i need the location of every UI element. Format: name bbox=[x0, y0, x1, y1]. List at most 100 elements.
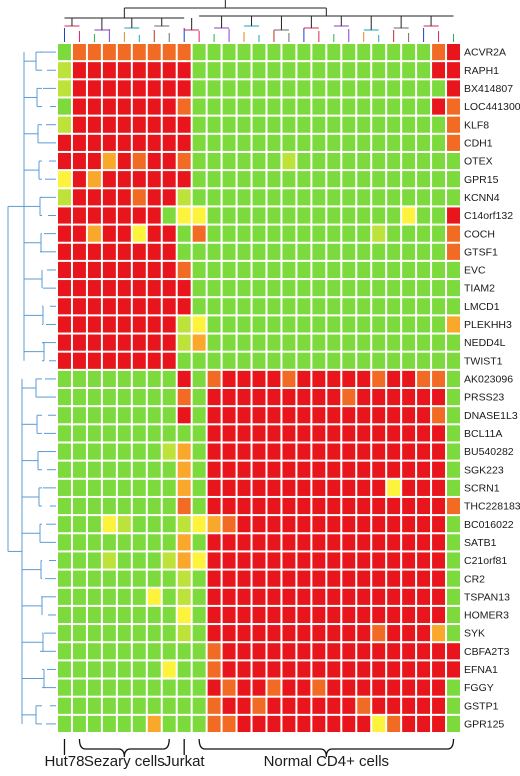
heatmap-cell bbox=[132, 44, 146, 61]
heatmap-cell bbox=[447, 497, 460, 515]
heatmap-cell bbox=[312, 280, 326, 297]
group-label: Sezary cells bbox=[84, 753, 165, 770]
heatmap-cell bbox=[102, 479, 116, 496]
heatmap-cell bbox=[102, 570, 116, 587]
heatmap-cell bbox=[87, 261, 101, 279]
heatmap-cell bbox=[72, 261, 86, 279]
heatmap-cell bbox=[237, 606, 251, 624]
heatmap-cell bbox=[237, 134, 251, 151]
heatmap-cell bbox=[387, 280, 401, 297]
heatmap-cell bbox=[402, 516, 416, 533]
heatmap-cell bbox=[327, 679, 341, 696]
heatmap-cell bbox=[102, 606, 116, 624]
heatmap-cell bbox=[222, 225, 236, 242]
heatmap-cell bbox=[327, 171, 341, 188]
heatmap-cell bbox=[117, 298, 131, 315]
heatmap-cell bbox=[192, 552, 206, 569]
heatmap-cell bbox=[327, 207, 341, 224]
heatmap-cell bbox=[117, 62, 131, 79]
heatmap-cell bbox=[327, 189, 341, 206]
heatmap-cell bbox=[132, 407, 146, 424]
heatmap-cell bbox=[207, 116, 221, 133]
heatmap-cell bbox=[342, 243, 356, 260]
gene-label: TWIST1 bbox=[464, 355, 503, 367]
heatmap-cell bbox=[132, 643, 146, 660]
heatmap-cell bbox=[432, 316, 446, 333]
heatmap-cell bbox=[207, 243, 221, 260]
gene-label: PLEKHH3 bbox=[464, 319, 512, 331]
heatmap-cell bbox=[147, 44, 161, 61]
heatmap-cell bbox=[72, 44, 86, 61]
heatmap-cell bbox=[297, 643, 311, 660]
gene-label: SYK bbox=[464, 628, 485, 640]
heatmap-cell bbox=[117, 461, 131, 478]
heatmap-cell bbox=[117, 261, 131, 279]
heatmap-cell bbox=[222, 606, 236, 624]
heatmap-cell bbox=[387, 625, 401, 642]
heatmap-cell bbox=[357, 570, 371, 587]
heatmap-cell bbox=[177, 207, 191, 224]
heatmap-cell bbox=[402, 62, 416, 79]
heatmap-cell bbox=[177, 516, 191, 533]
gene-label: TSPAN13 bbox=[464, 591, 510, 603]
heatmap-cell bbox=[327, 425, 341, 442]
heatmap-cell bbox=[58, 152, 71, 170]
heatmap-cell bbox=[342, 389, 356, 406]
heatmap-cell bbox=[132, 606, 146, 624]
heatmap-cell bbox=[132, 534, 146, 551]
heatmap-cell bbox=[147, 661, 161, 678]
heatmap-cell bbox=[327, 461, 341, 478]
heatmap-cell bbox=[297, 225, 311, 242]
heatmap-cell bbox=[432, 552, 446, 569]
heatmap-cell bbox=[102, 189, 116, 206]
heatmap-cell bbox=[357, 643, 371, 660]
heatmap-cell bbox=[252, 661, 266, 678]
heatmap-cell bbox=[72, 116, 86, 133]
heatmap-cell bbox=[402, 280, 416, 297]
gene-label: GTSF1 bbox=[464, 246, 498, 258]
heatmap-cell bbox=[417, 407, 431, 424]
heatmap-cell bbox=[147, 189, 161, 206]
heatmap-cell bbox=[177, 134, 191, 151]
heatmap-cell bbox=[327, 116, 341, 133]
heatmap-cell bbox=[282, 116, 296, 133]
heatmap-cell bbox=[417, 715, 431, 732]
heatmap-cell bbox=[447, 606, 460, 624]
heatmap-cell bbox=[222, 98, 236, 115]
heatmap-cell bbox=[132, 661, 146, 678]
heatmap-cell bbox=[402, 189, 416, 206]
heatmap-cell bbox=[147, 316, 161, 333]
gene-label: FGGY bbox=[464, 682, 494, 694]
heatmap-cell bbox=[162, 461, 176, 478]
heatmap-cell bbox=[102, 625, 116, 642]
heatmap-cell bbox=[282, 516, 296, 533]
heatmap-cell bbox=[132, 280, 146, 297]
heatmap-cell bbox=[177, 116, 191, 133]
heatmap-cell bbox=[132, 316, 146, 333]
heatmap-cell bbox=[132, 425, 146, 442]
gene-label: KCNN4 bbox=[464, 192, 500, 204]
heatmap-cell bbox=[267, 98, 281, 115]
heatmap-cell bbox=[72, 534, 86, 551]
heatmap-cell bbox=[87, 516, 101, 533]
heatmap-cell bbox=[132, 715, 146, 732]
heatmap-cell bbox=[327, 570, 341, 587]
heatmap-cell bbox=[87, 352, 101, 369]
heatmap-cell bbox=[297, 98, 311, 115]
heatmap-cell bbox=[282, 425, 296, 442]
heatmap-cell bbox=[417, 516, 431, 533]
heatmap-cell bbox=[432, 116, 446, 133]
heatmap-cell bbox=[207, 606, 221, 624]
heatmap-cell bbox=[297, 534, 311, 551]
heatmap-cell bbox=[147, 425, 161, 442]
heatmap-cell bbox=[312, 643, 326, 660]
heatmap-cell bbox=[357, 461, 371, 478]
heatmap-cell bbox=[372, 98, 386, 115]
heatmap-cell bbox=[192, 479, 206, 496]
heatmap-cell bbox=[402, 243, 416, 260]
heatmap-cell bbox=[417, 479, 431, 496]
heatmap-cell bbox=[192, 570, 206, 587]
heatmap-cell bbox=[267, 461, 281, 478]
heatmap-cell bbox=[192, 189, 206, 206]
heatmap-cell bbox=[117, 171, 131, 188]
